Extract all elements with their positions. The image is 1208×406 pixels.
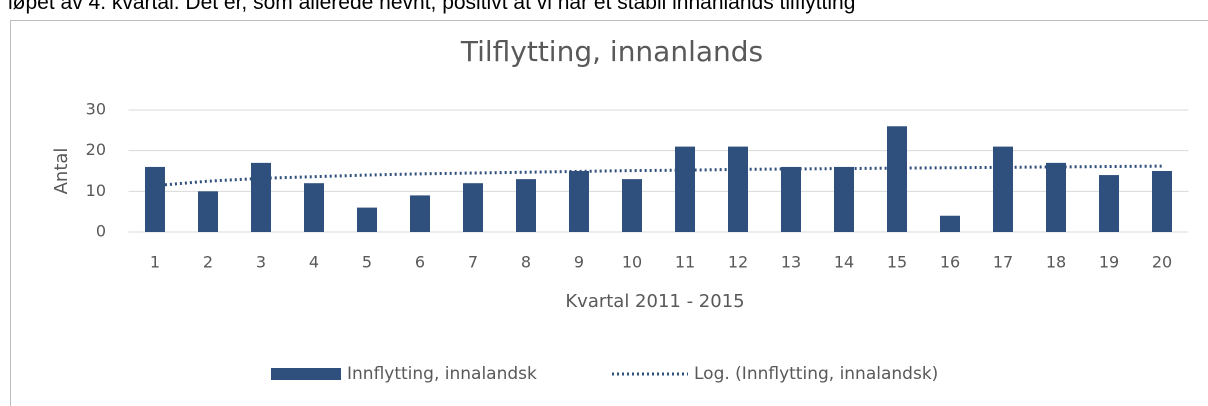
y-tick-label: 20	[86, 140, 106, 159]
x-tick-label: 9	[574, 253, 584, 272]
chart-border	[10, 20, 1208, 406]
y-tick-label: 30	[86, 100, 106, 119]
chart-title: Tilflytting, innanlands	[460, 35, 763, 68]
bar	[463, 183, 483, 232]
x-tick-label: 20	[1152, 253, 1172, 272]
x-tick-label: 18	[1046, 253, 1066, 272]
x-axis-title: Kvartal 2011 - 2015	[565, 291, 744, 312]
bar	[728, 146, 748, 232]
y-axis-title: Antal	[51, 148, 72, 195]
bar	[304, 183, 324, 232]
x-tick-label: 19	[1099, 253, 1119, 272]
bar	[251, 162, 271, 232]
bar	[1152, 171, 1172, 232]
x-tick-label: 2	[203, 253, 213, 272]
x-tick-label: 14	[834, 253, 854, 272]
x-tick-label: 4	[309, 253, 319, 272]
x-tick-label: 13	[781, 253, 801, 272]
x-tick-label: 5	[362, 253, 372, 272]
bar	[410, 195, 430, 232]
x-tick-label: 17	[993, 253, 1013, 272]
x-tick-label: 12	[728, 253, 748, 272]
bar	[993, 146, 1013, 232]
x-tick-label: 8	[521, 253, 531, 272]
legend-label: Log. (Innflytting, innalandsk)	[694, 364, 938, 384]
y-tick-label: 0	[96, 222, 106, 241]
bar	[940, 215, 960, 232]
bar	[1099, 175, 1119, 232]
y-tick-label: 10	[86, 181, 106, 200]
bar	[569, 171, 589, 232]
caption-text: løpet av 4. kvartal. Det er, som allered…	[8, 0, 856, 14]
x-tick-label: 7	[468, 253, 478, 272]
bar	[622, 179, 642, 232]
x-tick-label: 16	[940, 253, 960, 272]
x-tick-label: 6	[415, 253, 425, 272]
legend-swatch	[271, 368, 341, 380]
bar	[675, 146, 695, 232]
bar	[145, 166, 165, 232]
bar	[887, 126, 907, 232]
bar	[834, 166, 854, 232]
bar	[1046, 162, 1066, 232]
x-tick-label: 1	[150, 253, 160, 272]
x-tick-label: 15	[887, 253, 907, 272]
bar	[357, 207, 377, 232]
bar	[781, 166, 801, 232]
x-tick-label: 11	[675, 253, 695, 272]
x-tick-label: 3	[256, 253, 266, 272]
bar	[198, 191, 218, 232]
x-tick-label: 10	[622, 253, 642, 272]
legend-label: Innflytting, innalandsk	[347, 364, 537, 384]
bar	[516, 179, 536, 232]
